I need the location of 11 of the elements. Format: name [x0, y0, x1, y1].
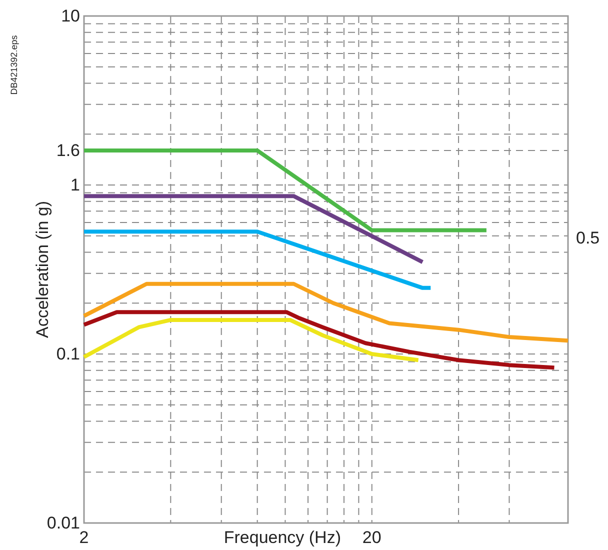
y-tick-label: 0.1 [56, 344, 80, 364]
text: DB421392.eps [9, 34, 19, 95]
x-axis-title: Frequency (Hz) [224, 528, 342, 547]
y-tick-label: 1.6 [56, 140, 80, 160]
text: 0.5 [576, 228, 600, 248]
y-tick-label: 1 [70, 175, 80, 194]
y-tick-label: 10 [61, 6, 80, 26]
y-tick-label: 0.01 [46, 513, 80, 532]
x-tick-label: 20 [362, 528, 382, 548]
y-axis-title: Acceleration (in g) [33, 200, 52, 338]
x-tick-label: 2 [79, 528, 89, 548]
